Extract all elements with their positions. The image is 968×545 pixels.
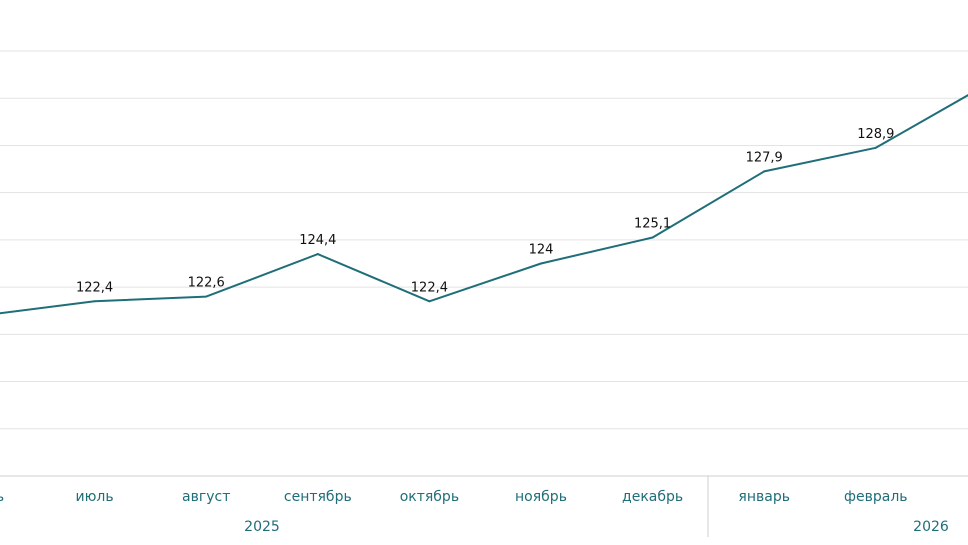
data-point	[874, 146, 877, 149]
data-label: 128,9	[857, 127, 894, 142]
x-tick-labels: ь июль август сентябрь октябрь ноябрь декабрь я…	[0, 489, 908, 505]
series-line	[0, 94, 968, 315]
data-point	[93, 300, 96, 303]
x-tick-label: февраль	[844, 489, 908, 505]
data-labels: 122,4 122,6 124,4 122,4 124 125,1 127,9 128,9	[76, 127, 894, 295]
series-line-group	[0, 94, 968, 315]
x-tick-label: декабрь	[622, 489, 683, 505]
year-labels: 2025 2026	[244, 519, 949, 535]
year-label: 2026	[913, 519, 949, 535]
x-tick-label: январь	[738, 489, 790, 505]
data-label: 122,4	[411, 280, 448, 295]
x-tick-label: сентябрь	[284, 489, 352, 505]
data-point	[205, 295, 208, 298]
data-point	[428, 300, 431, 303]
data-label: 122,6	[188, 276, 225, 291]
data-label: 124,4	[299, 233, 336, 248]
data-label: 122,4	[76, 280, 113, 295]
data-point	[651, 236, 654, 239]
data-label: 127,9	[746, 150, 783, 165]
x-tick-label: август	[182, 489, 230, 505]
data-point	[763, 170, 766, 173]
year-label: 2025	[244, 519, 280, 535]
x-tick-label: ь	[0, 489, 4, 505]
data-point	[540, 262, 542, 265]
grid-lines	[0, 50, 968, 430]
x-tick-label: октябрь	[400, 489, 459, 505]
data-label: 125,1	[634, 217, 671, 232]
data-point	[316, 253, 319, 256]
data-points	[93, 146, 877, 303]
x-tick-label: июль	[76, 489, 114, 505]
x-tick-label: ноябрь	[515, 489, 567, 505]
data-label: 124	[529, 243, 554, 258]
